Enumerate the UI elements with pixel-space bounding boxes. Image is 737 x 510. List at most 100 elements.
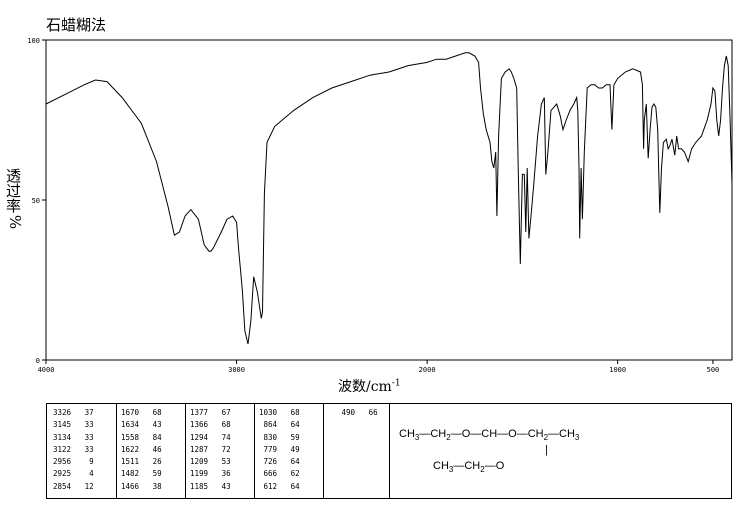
peak-wavenumber: 2925 [53,469,72,479]
peak-transmittance: 43 [139,420,162,430]
peak-row: 1366 68 [190,419,231,431]
y-tick-label: 100 [27,37,40,45]
peak-wavenumber: 1634 [121,420,140,430]
peak-wavenumber: 1377 [190,408,209,417]
peak-transmittance: 33 [71,444,94,454]
x-tick-label: 1000 [609,366,626,374]
peak-row: 1294 74 [190,432,231,444]
peak-transmittance: 74 [208,432,231,442]
x-tick-label: 2000 [419,366,436,374]
peak-row: 490 66 [337,407,378,419]
peak-transmittance: 38 [139,481,162,491]
peak-wavenumber: 830 [259,432,278,442]
peak-column-4: 1030 68 864 64 830 59 779 49 726 64 666 … [259,407,300,493]
chart-title: 石蜡糊法 [46,16,107,34]
x-tick-label: 4000 [38,366,55,374]
struct-text: —CH [453,460,481,472]
struct-sub: 2 [446,433,451,443]
x-axis-label: 波数/cm-1 [338,376,401,396]
plot-frame [45,39,733,361]
struct-text: —O—CH—O—CH [450,428,544,440]
peak-wavenumber: 779 [259,444,278,454]
peak-row: 3122 33 [53,444,94,456]
structure-line-2: CH3—CH2—O [433,460,504,474]
peak-transmittance: 46 [139,444,162,454]
peak-wavenumber: 612 [259,481,278,491]
peak-transmittance: 4 [71,469,94,479]
peak-wavenumber: 1287 [190,444,209,454]
peak-wavenumber: 3145 [53,420,72,430]
struct-sub: 2 [480,465,485,475]
struct-sub: 2 [543,433,549,443]
axes: 4000 3000 2000 1000 500 0 50 100 [27,37,719,374]
peak-transmittance: 64 [277,457,300,467]
peak-row: 726 64 [259,456,300,468]
peak-row: 1622 46 [121,444,162,456]
peak-row: 864 64 [259,419,300,431]
struct-text: —O [484,460,505,472]
peak-transmittance: 33 [71,432,94,442]
peak-wavenumber: 1482 [121,469,140,479]
peak-column-3: 1377 67 1366 68 1294 74 1287 72 1209 53 1199 … [190,407,231,493]
peak-transmittance: 66 [355,408,378,417]
y-tick-label: 0 [36,357,40,365]
peak-wavenumber: 1622 [121,444,140,454]
y-axis-label: 透过率 % [4,168,26,231]
peak-wavenumber: 1670 [121,408,140,417]
peak-transmittance: 72 [208,444,231,454]
peak-wavenumber: 2854 [53,481,72,491]
peak-row: 1185 43 [190,481,231,493]
peak-wavenumber: 1199 [190,469,209,479]
peak-wavenumber: 1466 [121,481,140,491]
peak-transmittance: 26 [139,457,162,467]
peak-wavenumber: 864 [259,420,278,430]
x-tick-label: 3000 [228,366,245,374]
peak-row: 666 62 [259,468,300,480]
spectrum-chart: 4000 3000 2000 1000 500 0 50 100 [27,37,733,374]
peak-table: 3326 37 3145 33 3134 33 3122 33 2956 9 2925 4… [46,403,732,499]
struct-text: —CH [419,428,447,440]
peak-transmittance: 62 [277,469,300,479]
peak-row: 1199 36 [190,468,231,480]
peak-wavenumber: 1030 [259,408,278,417]
peak-row: 3134 33 [53,432,94,444]
peak-transmittance: 84 [139,432,162,442]
peak-transmittance: 68 [139,408,162,417]
peak-wavenumber: 3326 [53,408,72,417]
struct-text: —CH [548,428,575,440]
struct-text: CH [433,460,449,472]
peak-transmittance: 59 [139,469,162,479]
struct-sub: 3 [574,433,580,443]
structure-vertical-bond: | [545,444,548,456]
peak-transmittance: 68 [277,408,300,417]
column-divider [185,404,186,498]
peak-row: 1511 26 [121,456,162,468]
peak-row: 830 59 [259,432,300,444]
peak-row: 2854 12 [53,481,94,493]
peak-row: 2925 4 [53,468,94,480]
peak-row: 1670 68 [121,407,162,419]
peak-wavenumber: 3134 [53,432,72,442]
peak-transmittance: 37 [71,408,94,417]
peak-wavenumber: 1558 [121,432,140,442]
peak-row: 1209 53 [190,456,231,468]
peak-wavenumber: 490 [337,408,356,417]
peak-row: 1466 38 [121,481,162,493]
y-tick-label: 50 [32,197,40,205]
struct-sub: 3 [448,465,454,475]
peak-row: 779 49 [259,444,300,456]
struct-sub: 3 [414,433,420,443]
peak-transmittance: 67 [208,408,231,417]
peak-transmittance: 36 [208,469,231,479]
peak-column-2: 1670 68 1634 43 1558 84 1622 46 1511 26 1482 … [121,407,162,493]
peak-transmittance: 12 [71,481,94,491]
peak-wavenumber: 1209 [190,457,209,467]
peak-transmittance: 9 [71,457,94,467]
peak-transmittance: 64 [277,420,300,430]
peak-wavenumber: 3122 [53,444,72,454]
peak-wavenumber: 726 [259,457,278,467]
peak-transmittance: 53 [208,457,231,467]
peak-row: 2956 9 [53,456,94,468]
column-divider [116,404,117,498]
peak-row: 3326 37 [53,407,94,419]
